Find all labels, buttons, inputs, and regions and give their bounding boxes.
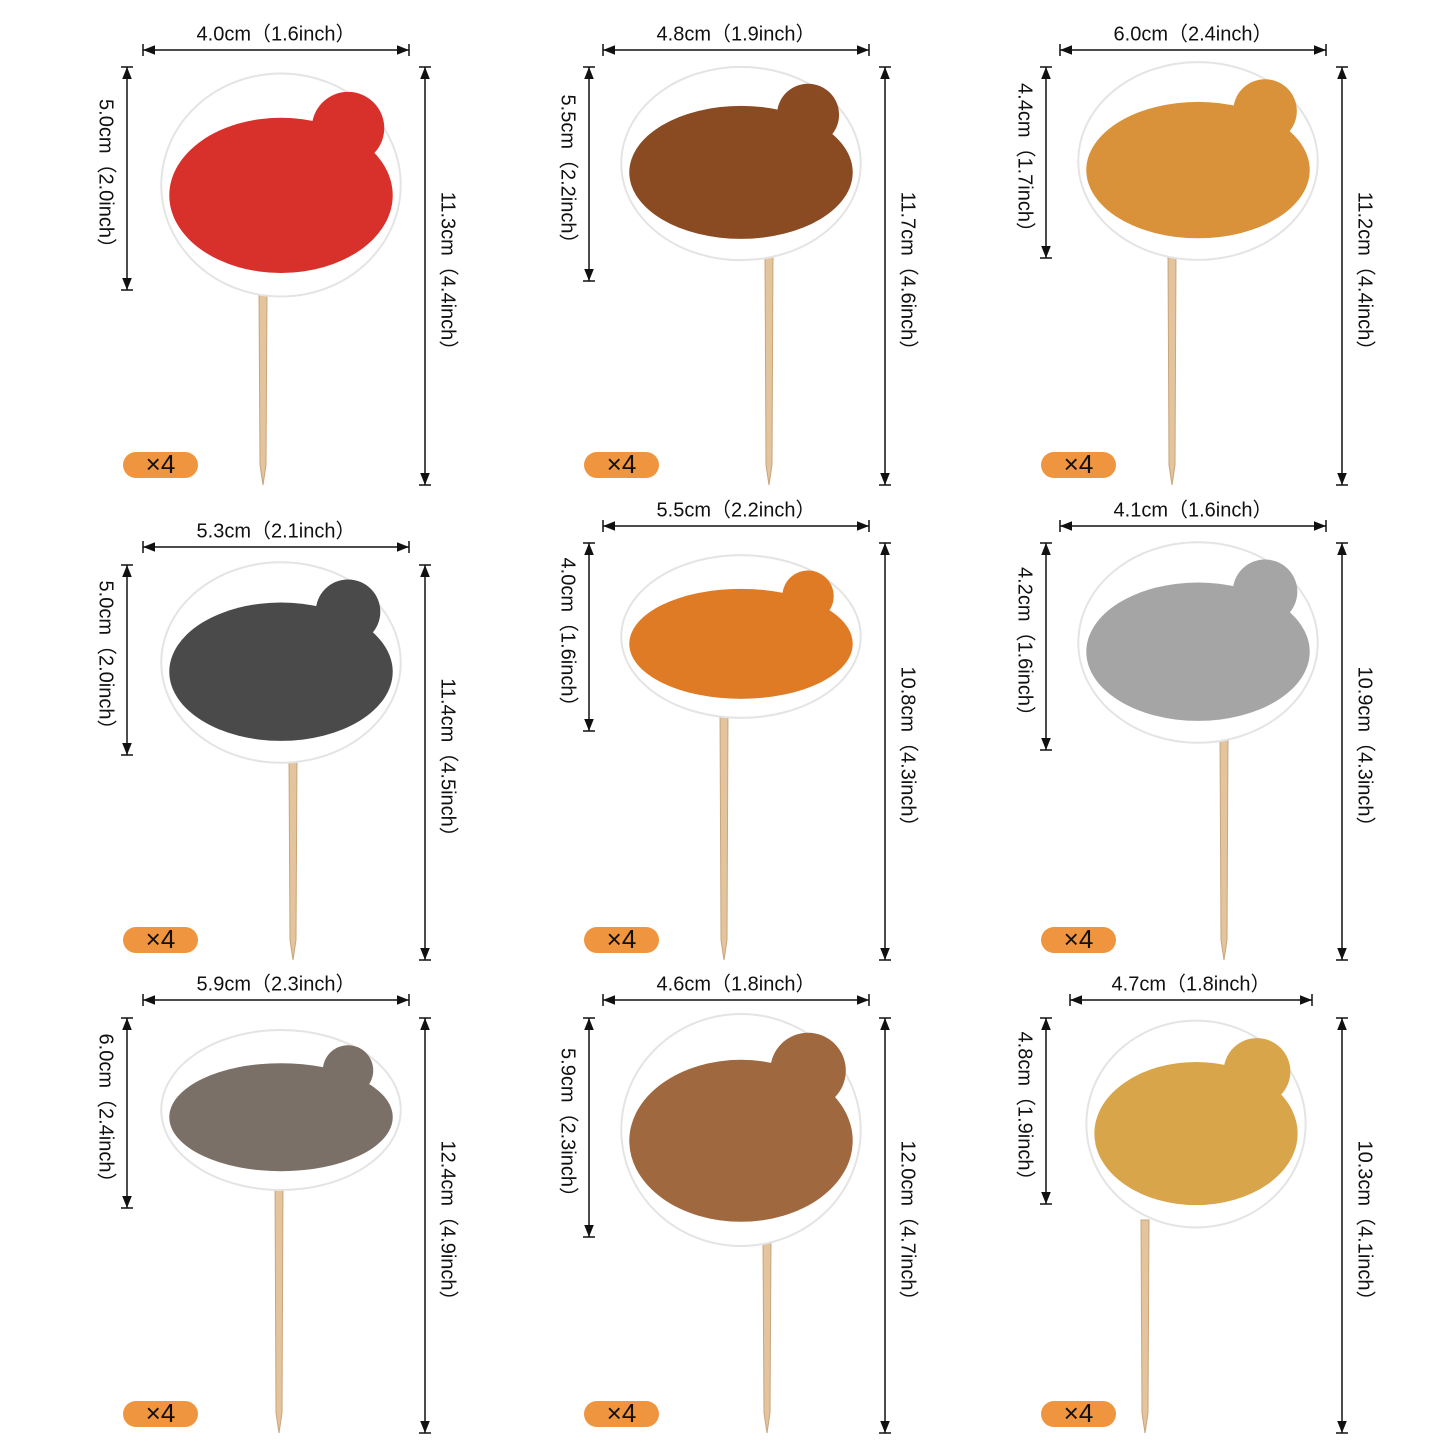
- quantity-badge: [584, 452, 659, 478]
- quantity-badge: [584, 1401, 659, 1427]
- width-label: 4.8cm（1.9inch）: [657, 22, 816, 45]
- total-height-label: 10.3cm（4.1inch）: [1354, 1140, 1377, 1310]
- head-height-label: 5.0cm（2.0inch）: [95, 99, 118, 258]
- animal-head: [777, 83, 840, 146]
- quantity-label: ×4: [607, 924, 637, 954]
- topper-stick: [288, 754, 298, 961]
- head-height-label: 6.0cm（2.4inch）: [95, 1034, 118, 1193]
- head-height-label: 5.5cm（2.2inch）: [557, 95, 580, 254]
- quantity-badge: [123, 1401, 198, 1427]
- width-label: 5.5cm（2.2inch）: [657, 498, 816, 521]
- animal-head: [1232, 559, 1298, 625]
- topper-stick: [1219, 734, 1229, 961]
- topper-stick: [719, 707, 729, 961]
- topper-stick: [1167, 251, 1177, 486]
- total-height-label: 10.8cm（4.3inch）: [897, 666, 920, 836]
- quantity-badge: [584, 927, 659, 953]
- quantity-label: ×4: [1064, 449, 1094, 479]
- topper-stick: [764, 251, 774, 486]
- total-height-label: 11.4cm（4.5inch）: [437, 678, 460, 847]
- animal-head: [1223, 1038, 1291, 1105]
- topper-stick: [1140, 1219, 1150, 1434]
- animal-head: [315, 579, 381, 645]
- quantity-label: ×4: [146, 449, 176, 479]
- quantity-label: ×4: [146, 1398, 176, 1428]
- width-label: 4.0cm（1.6inch）: [197, 22, 356, 45]
- head-height-label: 4.8cm（1.9inch）: [1014, 1032, 1037, 1191]
- total-height-label: 10.9cm（4.3inch）: [1354, 666, 1377, 836]
- animal-head: [311, 91, 385, 165]
- width-label: 4.7cm（1.8inch）: [1112, 972, 1271, 995]
- total-height-label: 11.7cm（4.6inch）: [897, 192, 920, 361]
- width-label: 6.0cm（2.4inch）: [1114, 22, 1273, 45]
- quantity-label: ×4: [607, 1398, 637, 1428]
- quantity-badge: [123, 927, 198, 953]
- quantity-label: ×4: [607, 449, 637, 479]
- quantity-badge: [1041, 452, 1116, 478]
- width-label: 5.9cm（2.3inch）: [197, 972, 356, 995]
- width-label: 4.6cm（1.8inch）: [657, 972, 816, 995]
- quantity-badge: [123, 452, 198, 478]
- quantity-badge: [1041, 927, 1116, 953]
- head-height-label: 4.4cm（1.7inch）: [1014, 83, 1037, 242]
- head-height-label: 4.0cm（1.6inch）: [557, 558, 580, 717]
- animal-head: [1233, 79, 1297, 143]
- head-height-label: 5.9cm（2.3inch）: [557, 1048, 580, 1207]
- animal-head: [782, 570, 834, 622]
- topper-stick: [274, 1179, 284, 1434]
- animal-head: [770, 1032, 846, 1109]
- topper-stick: [762, 1239, 772, 1434]
- quantity-label: ×4: [146, 924, 176, 954]
- total-height-label: 11.2cm（4.4inch）: [1354, 192, 1377, 361]
- quantity-label: ×4: [1064, 924, 1094, 954]
- width-label: 5.3cm（2.1inch）: [197, 519, 356, 542]
- total-height-label: 12.0cm（4.7inch）: [897, 1140, 920, 1310]
- head-height-label: 4.2cm（1.6inch）: [1014, 567, 1037, 726]
- quantity-label: ×4: [1064, 1398, 1094, 1428]
- total-height-label: 12.4cm（4.9inch）: [437, 1140, 460, 1310]
- topper-stick: [258, 289, 268, 486]
- animal-head: [322, 1045, 374, 1096]
- width-label: 4.1cm（1.6inch）: [1114, 498, 1273, 521]
- head-height-label: 5.0cm（2.0inch）: [95, 581, 118, 740]
- quantity-badge: [1041, 1401, 1116, 1427]
- total-height-label: 11.3cm（4.4inch）: [437, 192, 460, 361]
